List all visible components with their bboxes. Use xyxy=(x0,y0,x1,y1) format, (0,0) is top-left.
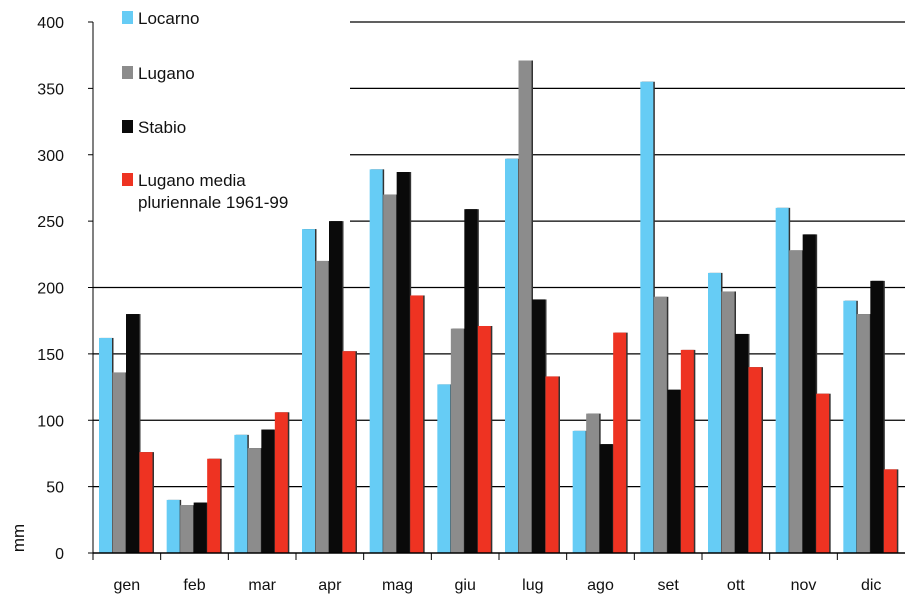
bar-gen-1 xyxy=(112,372,126,553)
bar-set-2 xyxy=(667,389,681,553)
bar-lug-2 xyxy=(532,299,545,553)
bar-giu-2 xyxy=(464,209,478,554)
x-tick-label-lug: lug xyxy=(522,577,543,594)
bar-dic-3 xyxy=(883,469,897,553)
legend: Locarno Lugano Stabio Lugano media plurienna… xyxy=(122,9,288,212)
bar-set-1 xyxy=(653,296,667,553)
legend-swatch-0 xyxy=(122,11,133,24)
y-tick-label-150: 150 xyxy=(37,347,64,364)
bar-lug-3 xyxy=(545,376,559,553)
y-tick-label-0: 0 xyxy=(55,546,64,563)
bar-apr-2 xyxy=(329,221,342,553)
y-tick-label-100: 100 xyxy=(37,413,64,430)
bar-mag-2 xyxy=(396,172,410,553)
bar-ott-3 xyxy=(748,367,762,553)
bar-giu-1 xyxy=(450,328,464,553)
y-tick-label-200: 200 xyxy=(37,281,64,298)
x-tick-label-apr: apr xyxy=(318,577,342,594)
bar-ott-2 xyxy=(735,333,748,553)
y-tick-label-250: 250 xyxy=(37,214,64,231)
x-tick-label-gen: gen xyxy=(113,577,140,594)
bars xyxy=(99,60,899,554)
y-tick-label-400: 400 xyxy=(37,15,64,32)
bar-gen-0 xyxy=(99,337,112,553)
bar-mar-1 xyxy=(247,448,261,553)
bar-dic-0 xyxy=(843,300,857,553)
bar-mar-3 xyxy=(274,412,288,553)
bar-dic-2 xyxy=(870,280,884,553)
bar-nov-3 xyxy=(816,393,830,553)
bar-gen-3 xyxy=(139,452,153,553)
gridlines xyxy=(93,21,905,488)
bar-mar-0 xyxy=(234,434,248,553)
bar-feb-3 xyxy=(207,458,221,553)
y-axis-label: mm xyxy=(9,524,28,552)
bar-apr-0 xyxy=(302,229,315,553)
x-tick-label-dic: dic xyxy=(861,577,881,594)
bar-apr-1 xyxy=(315,260,329,553)
bar-nov-1 xyxy=(789,250,803,553)
x-tick-label-ago: ago xyxy=(587,577,614,594)
bar-ago-1 xyxy=(586,413,600,553)
bar-ago-0 xyxy=(572,430,586,553)
legend-swatch-1 xyxy=(122,66,133,79)
legend-label-2: Stabio xyxy=(138,118,186,137)
bar-dic-1 xyxy=(856,314,870,553)
x-tick-label-mag: mag xyxy=(382,577,413,594)
legend-swatch-2 xyxy=(122,120,133,133)
legend-label-0: Locarno xyxy=(138,9,199,28)
y-tick-label-50: 50 xyxy=(46,480,64,497)
bar-feb-0 xyxy=(166,499,180,553)
x-tick-label-nov: nov xyxy=(791,577,817,594)
legend-swatch-3 xyxy=(122,173,133,186)
bar-mag-0 xyxy=(369,169,383,554)
bar-giu-0 xyxy=(437,384,451,553)
bar-ago-2 xyxy=(599,444,613,553)
bar-apr-3 xyxy=(342,351,356,553)
axes: 0 50 100 150 200 250 300 350 400 gen feb mar apr mag g… xyxy=(37,15,905,594)
x-tick-label-mar: mar xyxy=(248,577,276,594)
x-tick-label-giu: giu xyxy=(454,577,475,594)
legend-label-3: Lugano media pluriennale 1961-99 xyxy=(138,171,288,212)
bar-ott-1 xyxy=(721,291,735,553)
bar-lug-0 xyxy=(505,158,518,554)
legend-label-1: Lugano xyxy=(138,64,195,83)
x-tick-label-feb: feb xyxy=(183,577,205,594)
bar-ago-3 xyxy=(613,332,627,553)
bar-gen-2 xyxy=(126,314,139,553)
bar-nov-0 xyxy=(775,207,789,553)
x-tick-label-set: set xyxy=(657,577,679,594)
y-tick-label-300: 300 xyxy=(37,148,64,165)
bar-ott-0 xyxy=(708,272,721,553)
bar-mag-3 xyxy=(410,295,424,553)
bar-mar-2 xyxy=(261,429,275,553)
bar-feb-1 xyxy=(180,505,194,553)
bar-set-0 xyxy=(640,81,654,554)
bar-lug-1 xyxy=(518,60,532,554)
y-tick-label-350: 350 xyxy=(37,81,64,98)
bar-feb-2 xyxy=(193,502,207,553)
x-tick-label-ott: ott xyxy=(727,577,745,594)
bar-set-3 xyxy=(680,349,694,553)
bar-mag-1 xyxy=(383,194,397,553)
bar-giu-3 xyxy=(477,325,491,553)
bar-nov-2 xyxy=(802,234,816,553)
